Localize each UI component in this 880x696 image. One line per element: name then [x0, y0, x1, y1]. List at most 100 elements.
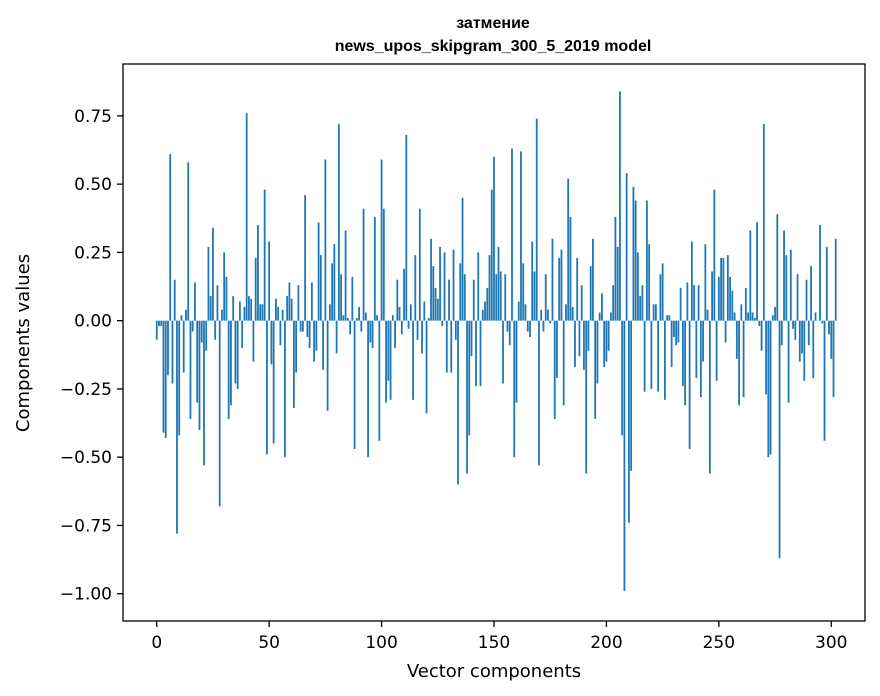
bar	[252, 320, 255, 362]
bar	[254, 257, 257, 321]
bar	[585, 320, 588, 474]
bar	[425, 320, 428, 414]
bar	[726, 255, 729, 321]
bar	[679, 287, 682, 321]
bar	[391, 315, 394, 321]
bar	[295, 320, 298, 373]
bar	[403, 268, 405, 321]
bar	[279, 320, 282, 346]
bar	[454, 320, 457, 340]
bar	[493, 156, 495, 321]
bar	[243, 307, 246, 321]
bar	[290, 298, 293, 321]
bar	[461, 197, 464, 321]
bar	[794, 320, 797, 340]
bar	[257, 225, 259, 321]
bar	[630, 320, 633, 471]
bar	[308, 320, 311, 348]
bar	[412, 320, 414, 400]
bar	[538, 320, 540, 466]
bar	[531, 241, 534, 321]
bar	[358, 307, 360, 321]
bar	[378, 320, 381, 441]
bar	[720, 257, 722, 321]
y-axis-ticks: −1.00 −0.75 −0.50 −0.25 0.00 0.25 0.50 0.75	[60, 107, 123, 605]
bar	[574, 320, 576, 368]
bar	[648, 244, 651, 321]
bar	[803, 320, 806, 381]
bar	[164, 320, 167, 439]
bar	[587, 320, 590, 351]
bar	[628, 320, 630, 523]
y-tick-label: −1.00	[60, 585, 112, 605]
bar	[283, 320, 286, 458]
bar	[681, 320, 684, 387]
bar	[565, 304, 567, 321]
bar	[542, 320, 545, 332]
bar	[614, 216, 617, 321]
bar	[364, 312, 367, 321]
bar	[355, 317, 358, 321]
bar	[780, 320, 783, 346]
y-tick-label: 0.75	[74, 107, 112, 127]
bar	[533, 271, 536, 321]
bar	[807, 320, 810, 346]
bar	[218, 320, 221, 507]
bar	[490, 189, 493, 321]
bar	[569, 216, 572, 321]
bar	[423, 301, 426, 321]
bar	[547, 309, 549, 321]
bar	[825, 246, 828, 321]
bar	[459, 263, 462, 321]
bar	[317, 222, 320, 321]
bar	[774, 307, 776, 321]
bar	[346, 317, 349, 321]
bar	[834, 238, 837, 321]
bar	[576, 257, 579, 321]
bar	[663, 320, 666, 400]
bar	[729, 276, 731, 321]
bar	[706, 309, 709, 321]
bar	[155, 320, 158, 340]
bar	[558, 257, 561, 321]
bar	[209, 296, 212, 321]
bar	[625, 173, 628, 321]
bar	[475, 320, 477, 387]
bar	[371, 320, 374, 348]
bar	[457, 320, 459, 485]
bar	[396, 279, 399, 321]
bar	[452, 249, 455, 321]
bar	[488, 255, 491, 321]
bar	[742, 320, 745, 398]
bar	[481, 309, 484, 321]
bar	[686, 282, 689, 321]
bar	[499, 271, 502, 321]
bar	[711, 271, 713, 321]
bar	[441, 320, 444, 327]
x-tick-label: 0	[151, 633, 162, 653]
bar	[670, 320, 673, 368]
bar	[407, 320, 410, 329]
x-tick-label: 300	[815, 633, 847, 653]
bar	[749, 230, 752, 321]
bar	[270, 320, 273, 365]
bar	[497, 246, 500, 321]
bar	[758, 320, 761, 327]
bar	[765, 320, 767, 395]
plot-frame	[122, 63, 866, 622]
bar	[697, 285, 700, 321]
bar	[610, 312, 612, 321]
bar	[369, 320, 372, 343]
bar	[245, 113, 248, 321]
bar	[223, 252, 226, 321]
bar	[405, 134, 408, 321]
bar	[263, 189, 266, 321]
bar	[196, 320, 199, 403]
bar	[315, 320, 318, 351]
bar	[351, 276, 354, 321]
bar	[672, 320, 675, 338]
bar	[409, 304, 412, 321]
bar	[394, 320, 396, 348]
bar	[241, 320, 244, 348]
